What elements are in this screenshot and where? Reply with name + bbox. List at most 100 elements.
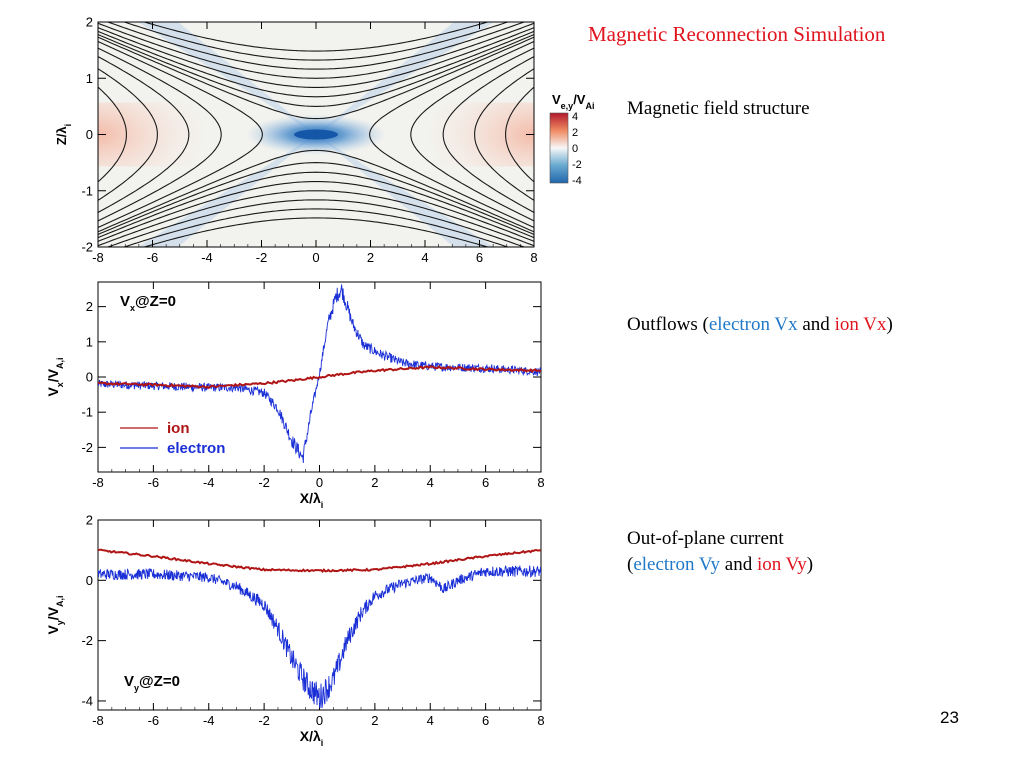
separatrix-wash-right [316, 22, 494, 247]
x-tick-label: -8 [92, 250, 104, 265]
field-line-side [474, 68, 534, 201]
vy-chart: -8 -6 -4 -2 0 2 4 6 8 2 0 -2 -4 Vy@Z=0 X/λi Vy/VA,i [45, 513, 545, 749]
field-line-top-bottom [98, 27, 534, 88]
field-line-top-bottom [98, 181, 534, 242]
x-tick-label: -6 [147, 250, 159, 265]
heatmap-content [0, 22, 696, 247]
x-tick-label: 2 [371, 713, 378, 728]
field-line-side [410, 47, 534, 222]
x-tick-label: -8 [92, 713, 104, 728]
field-line-top-bottom [122, 22, 510, 61]
colorbar-tick-label: 2 [572, 127, 578, 139]
caption-current-and: and [720, 553, 757, 575]
vx-profile-annotation: Vx@Z=0 [120, 293, 176, 313]
field-line-side [98, 68, 158, 201]
caption-current-electron: electron Vy [633, 553, 721, 575]
colorbar-tick-label: 0 [572, 143, 578, 155]
caption-field-text: Magnetic field structure [627, 98, 810, 119]
field-line-top-bottom [98, 30, 534, 98]
y-tick-label: 2 [86, 513, 93, 528]
y-tick-label: 0 [86, 370, 93, 385]
colorbar-label: Ve,y/VAi [552, 92, 594, 111]
x-tick-label: 8 [530, 250, 537, 265]
x-tick-label: -6 [148, 713, 160, 728]
lobe-right [424, 102, 534, 167]
field-line-side [597, 22, 696, 247]
lobe-left [98, 102, 208, 167]
caption-outflows-electron: electron Vx [708, 314, 798, 335]
x-tick-label: 4 [427, 475, 434, 490]
x-tick-label: 2 [367, 250, 374, 265]
x-tick-label: -4 [203, 713, 215, 728]
series-ion-line [98, 365, 541, 390]
x-tick-label: 0 [312, 250, 319, 265]
x-tick-label: -2 [256, 250, 268, 265]
field-line-side [98, 47, 222, 222]
caption-outflows-and: and [797, 314, 835, 335]
x-tick-label: 4 [427, 713, 434, 728]
x-tick-label: -6 [148, 475, 160, 490]
page-number: 23 [940, 708, 959, 727]
field-line-side [505, 86, 534, 183]
caption-current: Out-of-plane current (electron Vy and io… [627, 526, 813, 577]
caption-outflows-suffix: ) [886, 314, 893, 335]
field-line-side [98, 55, 190, 214]
caption-outflows: Outflows (electron Vx and ion Vx) [627, 312, 893, 338]
field-line-top-bottom [98, 162, 534, 236]
colorbar-tick-label: -4 [572, 175, 582, 187]
x-tick-label: 8 [537, 475, 544, 490]
x-point-core [294, 129, 338, 140]
caption-current-ion: ion Vy [756, 553, 807, 575]
caption-outflows-ion: ion Vx [834, 314, 887, 335]
colorbar-tick-label: 4 [572, 111, 578, 123]
vy-profile-y-axis-label: Vy/VA,i [45, 595, 65, 634]
y-tick-label: 0 [86, 573, 93, 588]
y-axis-label: Z/λi [54, 124, 73, 145]
field-line-side [98, 40, 263, 229]
vx-profile-plot-area [98, 284, 541, 464]
caption-current-open: ( [627, 553, 634, 575]
x-tick-label: 6 [476, 250, 483, 265]
vy-profile-plot-area [98, 548, 541, 709]
y-tick-label: 1 [86, 71, 93, 86]
vx-profile-y-axis-label: Vx/VA,i [45, 357, 65, 396]
field-line-top-bottom [106, 199, 526, 247]
field-line-top-bottom [142, 22, 490, 52]
x-tick-label: -4 [201, 250, 213, 265]
y-tick-label: 2 [86, 299, 93, 314]
x-tick-label: 4 [421, 250, 428, 265]
x-tick-label: -2 [258, 475, 270, 490]
x-tick-label: -4 [203, 475, 215, 490]
field-line-top-bottom [142, 217, 490, 247]
x-tick-label: 6 [482, 475, 489, 490]
field-line-side [0, 22, 35, 247]
y-tick-label: -2 [81, 440, 93, 455]
field-line-side [0, 22, 96, 247]
vx-chart: -8 -6 -4 -2 0 2 4 6 8 2 1 0 -1 -2 Vx@Z=0 X/λi Vx/VA,i ion… [45, 281, 545, 510]
x-tick-label: 0 [316, 713, 323, 728]
x-tick-label: 6 [482, 713, 489, 728]
y-tick-label: -4 [81, 693, 93, 708]
caption-field: Magnetic field structure [627, 96, 810, 122]
x-tick-label: -2 [258, 713, 270, 728]
y-tick-label: -1 [81, 405, 93, 420]
field-line-side [98, 86, 127, 183]
series-ion-line [98, 548, 541, 573]
caption-current-line1: Out-of-plane current [627, 528, 784, 549]
caption-current-close: ) [806, 553, 814, 575]
vx-profile-x-axis-label: X/λi [300, 490, 324, 510]
x-tick-label: 2 [371, 475, 378, 490]
x-tick-label: -8 [92, 475, 104, 490]
field-line-top-bottom [98, 149, 534, 233]
field-line-side [369, 40, 534, 229]
field-line-top-bottom [98, 36, 534, 120]
x-tick-label: 0 [316, 475, 323, 490]
x-tick-label: 8 [537, 713, 544, 728]
field-line-top-bottom [98, 22, 534, 79]
legend-electron-label: electron [167, 440, 225, 457]
field-line-top-bottom [98, 190, 534, 247]
field-line-side [567, 22, 674, 247]
vy-profile-x-axis-label: X/λi [300, 728, 324, 748]
colorbar-tick-label: -2 [572, 159, 582, 171]
